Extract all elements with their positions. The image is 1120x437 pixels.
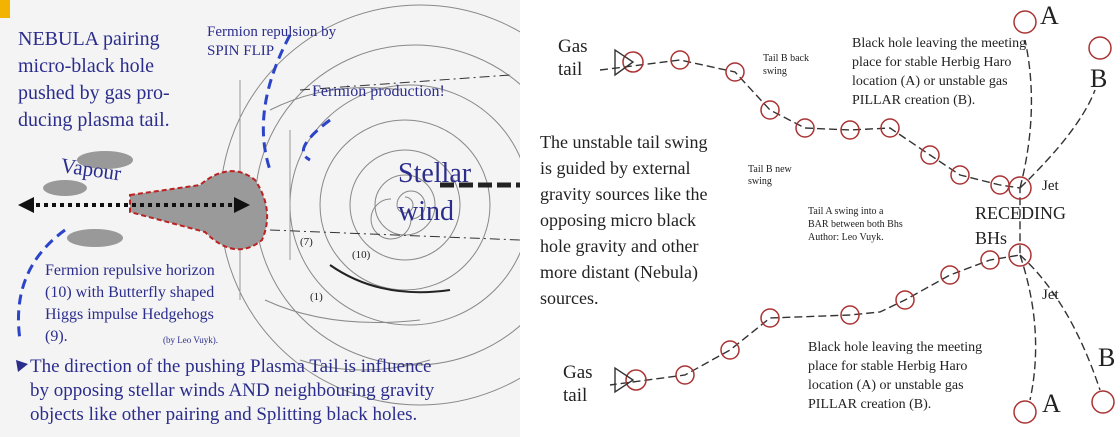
corner-mark <box>0 0 10 18</box>
gas-tail-label: tail <box>563 385 587 406</box>
intro-text: NEBULA pairing <box>18 28 160 50</box>
right-background <box>520 0 1120 437</box>
figure-number: (1) <box>310 291 323 303</box>
leaving-text: location (A) or unstable gas <box>852 74 1008 89</box>
production-text: Fermion production! <box>312 83 445 100</box>
plasma-blob <box>129 170 269 251</box>
jet-label: Jet <box>1042 178 1059 194</box>
jet-label: Jet <box>1042 287 1059 303</box>
receding-label: RECEDING <box>975 203 1066 223</box>
direction-text: The direction of the pushing Plasma Tail… <box>30 356 431 377</box>
intro-text: pushed by gas pro- <box>18 82 170 104</box>
intro-text: ducing plasma tail. <box>18 109 170 131</box>
spin-flip-text: SPIN FLIP <box>207 43 274 59</box>
gas-tail-label: Gas <box>558 36 588 57</box>
stellar-wind-label: wind <box>398 196 454 227</box>
tail-b-new-label: swing <box>748 176 772 187</box>
leaving-text: location (A) or unstable gas <box>808 378 964 393</box>
marker-letter: B <box>1098 343 1115 372</box>
horizon-text: Fermion repulsive horizon <box>45 262 215 279</box>
spin-flip-text: Fermion repulsion by <box>207 24 337 40</box>
tail-a-label: Tail A swing into a <box>808 206 884 217</box>
unstable-text: is guided by external <box>540 158 690 178</box>
figure-number: (7) <box>300 236 313 248</box>
horizon-text: (9). <box>45 328 68 345</box>
credit-text: (by Leo Vuyk). <box>163 335 218 345</box>
tail-b-new-label: Tail B new <box>748 164 793 175</box>
marker-letter: A <box>1040 1 1059 30</box>
tail-b-back-label: Tail B back <box>763 53 809 64</box>
leaving-text: PILLAR creation (B). <box>808 397 931 412</box>
gas-tail-label: tail <box>558 59 582 80</box>
leaving-text: Black hole leaving the meeting <box>808 340 982 355</box>
tail-a-label: Author: Leo Vuyk. <box>808 232 884 243</box>
unstable-text: sources. <box>540 288 598 308</box>
stellar-wind-label: Stellar <box>398 158 472 189</box>
leaving-text: PILLAR creation (B). <box>852 93 975 108</box>
horizon-text: Higgs impulse Hedgehogs <box>45 306 214 323</box>
unstable-text: gravity sources like the <box>540 184 707 204</box>
blue-arrows <box>16 34 331 341</box>
direction-text: by opposing stellar winds AND neighbouri… <box>30 380 435 401</box>
marker-letter: A <box>1042 389 1061 418</box>
vapour-cloud <box>43 180 87 196</box>
marker-letter: B <box>1090 64 1107 93</box>
figure-number: (10) <box>352 249 371 261</box>
unstable-text: The unstable tail swing <box>540 132 707 152</box>
vapour-cloud <box>77 151 133 169</box>
black-hole-markers <box>614 10 1115 424</box>
tail-b-back-label: swing <box>763 66 787 77</box>
unstable-text: more distant (Nebula) <box>540 262 698 283</box>
leaving-text: place for stable Herbig Haro <box>808 359 967 374</box>
unstable-text: hole gravity and other <box>540 236 698 256</box>
tail-paths <box>599 39 1101 401</box>
leaving-text: place for stable Herbig Haro <box>852 55 1011 70</box>
intro-text: micro-black hole <box>18 55 154 77</box>
leaving-text: Black hole leaving the meeting <box>852 36 1026 51</box>
vapour-cloud <box>67 229 123 247</box>
tail-a-label: BAR between both Bhs <box>808 219 903 230</box>
receding-label: BHs <box>975 228 1007 248</box>
gas-tail-label: Gas <box>563 362 593 383</box>
direction-text: objects like other pairing and Splitting… <box>30 404 417 425</box>
bullet <box>16 360 28 372</box>
horizon-text: (10) with Butterfly shaped <box>45 284 214 301</box>
unstable-text: opposing micro black <box>540 210 696 230</box>
butterfly-line <box>329 264 451 294</box>
